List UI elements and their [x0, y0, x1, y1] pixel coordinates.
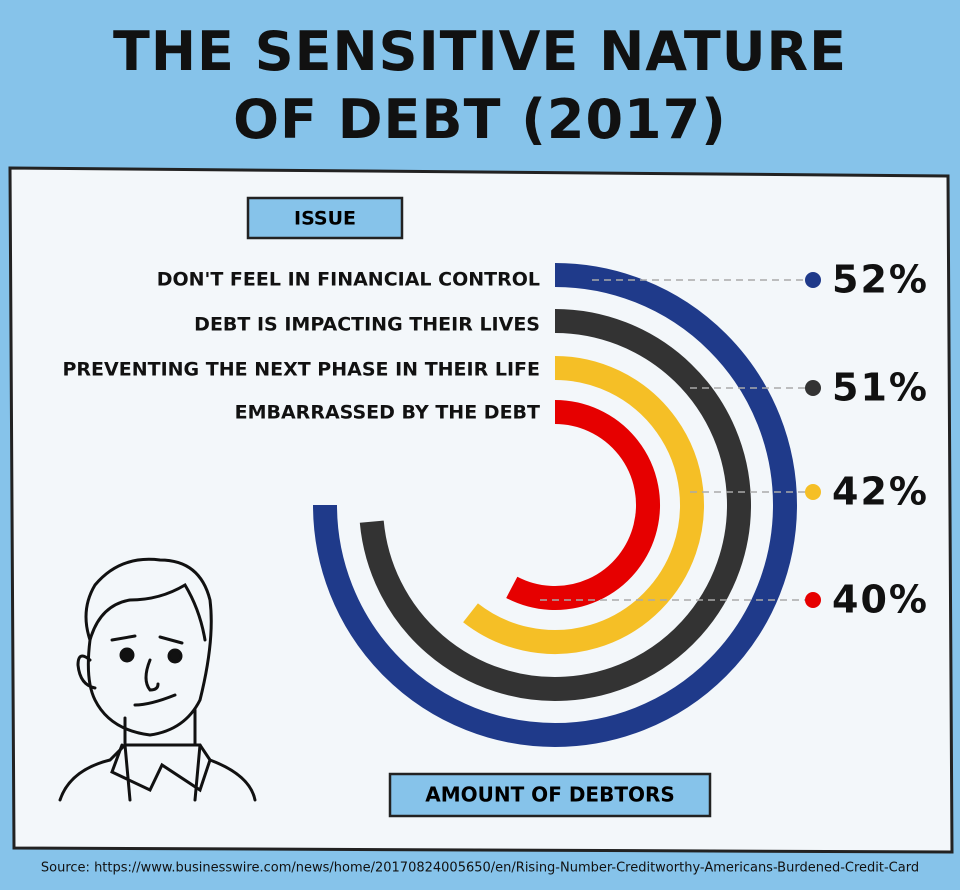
legend-dot — [805, 380, 821, 396]
chart-title: THE SENSITIVE NATURE OF DEBT (2017) — [112, 20, 848, 151]
category-label: EMBARRASSED BY THE DEBT — [235, 402, 540, 424]
radial-bar — [313, 263, 797, 747]
header-box — [388, 772, 712, 818]
value-label: 51% — [832, 366, 929, 410]
value-label: 52% — [832, 258, 929, 302]
category-label: PREVENTING THE NEXT PHASE IN THEIR LIFE — [62, 359, 540, 381]
header-box — [246, 196, 404, 240]
legend-dot — [805, 484, 821, 500]
value-label: 40% — [832, 578, 929, 622]
legend-dot — [805, 592, 821, 608]
radial-bar — [359, 309, 751, 701]
category-label: DON'T FEEL IN FINANCIAL CONTROL — [157, 269, 540, 291]
radial-bar — [463, 356, 704, 654]
value-label: 42% — [832, 470, 929, 514]
category-label: DEBT IS IMPACTING THEIR LIVES — [194, 314, 540, 336]
legend-dot — [805, 272, 821, 288]
person-illustration — [58, 557, 257, 802]
radial-bar — [506, 400, 660, 610]
value-header: AMOUNT OF DEBTORS — [425, 783, 675, 807]
source: Source: https://www.businesswire.com/new… — [41, 861, 919, 876]
category-header: ISSUE — [294, 208, 356, 230]
